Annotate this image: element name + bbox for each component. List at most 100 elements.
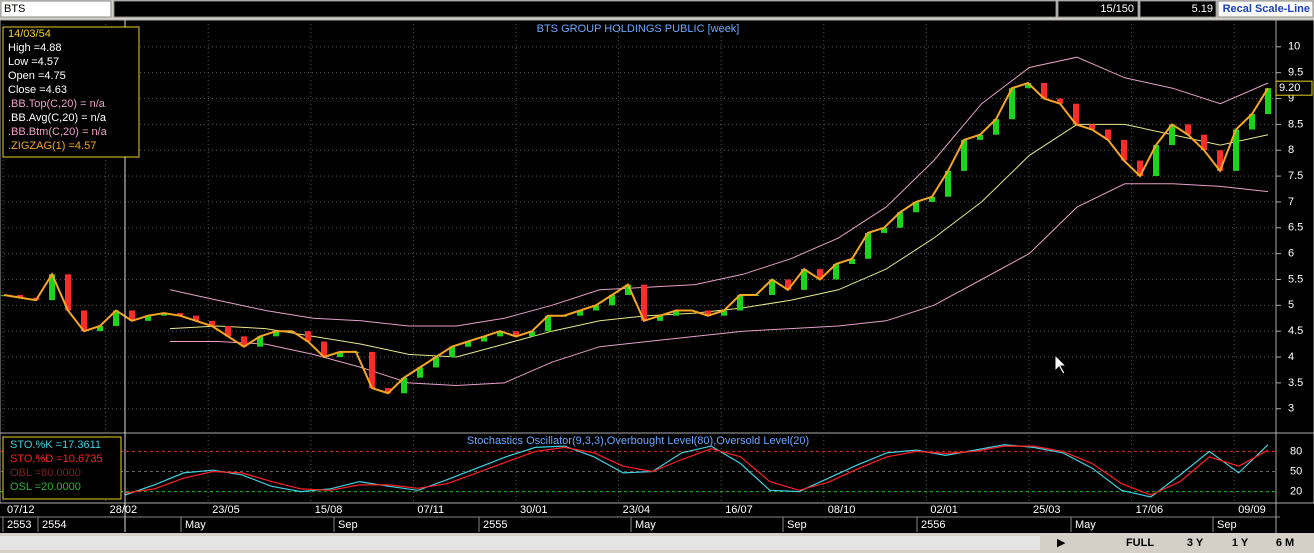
candle	[1009, 88, 1015, 120]
candle	[833, 263, 839, 280]
x-tick-label: 08/10	[828, 504, 856, 516]
candle	[497, 331, 503, 337]
stoch-info-line: STO.%K =17.3611	[10, 439, 101, 451]
y-tick-label: 8	[1288, 144, 1294, 156]
candle	[81, 310, 87, 332]
candle	[817, 269, 823, 280]
x-tick-label-2: May	[635, 519, 656, 531]
info-line: .BB.Btm(C,20) = n/a	[8, 126, 108, 138]
candle	[897, 212, 903, 228]
candle	[849, 258, 855, 264]
candle	[113, 310, 119, 327]
candle	[241, 336, 247, 347]
candle	[1041, 83, 1047, 99]
candle	[209, 320, 215, 327]
candle	[1105, 129, 1111, 140]
recal-label: Recal Scale-Line	[1223, 3, 1310, 15]
x-tick-label-2: Sep	[787, 519, 807, 531]
candle	[1233, 129, 1239, 171]
candle	[977, 134, 983, 140]
stoch-frame	[0, 432, 1314, 504]
count: 15/150	[1100, 3, 1134, 15]
candle	[257, 336, 263, 347]
zigzag-line	[3, 81, 1269, 395]
candle	[129, 310, 135, 321]
bollinger-line	[169, 56, 1269, 327]
y-tick-label: 6	[1288, 248, 1294, 260]
info-line: Close =4.63	[8, 84, 67, 96]
chart-title: BTS GROUP HOLDINGS PUBLIC [week]	[537, 23, 740, 35]
candle	[865, 232, 871, 259]
scroll-arrow[interactable]: ▶	[1057, 537, 1066, 549]
candle	[929, 196, 935, 202]
candle	[913, 201, 919, 213]
symbol: BTS	[4, 3, 25, 15]
y-tick-label: 20	[1290, 486, 1302, 498]
price-box	[1139, 0, 1217, 18]
candle	[593, 305, 599, 311]
candle	[17, 294, 23, 298]
candle	[385, 388, 391, 394]
last-price-tag	[1275, 80, 1313, 96]
candle	[417, 367, 423, 378]
candle	[1201, 134, 1207, 151]
range-button[interactable]: 6 M	[1276, 537, 1294, 549]
x-tick-label-2: Sep	[338, 519, 358, 531]
candle	[945, 170, 951, 197]
x-tick-label-2: 2556	[921, 519, 945, 531]
info-line: .ZIGZAG(1) =4.57	[8, 140, 96, 152]
candle	[465, 341, 471, 347]
candle	[1249, 114, 1255, 130]
y-tick-label: 6.5	[1288, 222, 1303, 234]
y-tick-label: 10	[1288, 41, 1300, 53]
x-tick-label-2: 2553	[7, 519, 31, 531]
range-button[interactable]: FULL	[1126, 537, 1154, 549]
candle	[577, 310, 583, 316]
y-tick-label: 9.5	[1288, 67, 1303, 79]
x-tick-label: 15/08	[315, 504, 343, 516]
range-button[interactable]: 3 Y	[1187, 537, 1204, 549]
x-tick-label: 09/09	[1238, 504, 1266, 516]
y-tick-label: 3	[1288, 403, 1294, 415]
candle	[481, 336, 487, 342]
candle	[657, 315, 663, 321]
candle	[1153, 145, 1159, 177]
candle	[273, 331, 279, 337]
candle	[769, 279, 775, 295]
candle	[369, 351, 375, 389]
candle	[1169, 124, 1175, 146]
info-line: .BB.Avg(C,20) = n/a	[8, 112, 107, 124]
candle	[737, 294, 743, 311]
stoch-line	[124, 445, 1269, 496]
x-tick-label: 23/05	[212, 504, 240, 516]
y-tick-label: 4	[1288, 351, 1294, 363]
candle	[193, 315, 199, 321]
candle	[705, 310, 711, 316]
cursor	[1054, 353, 1068, 375]
x-tick-label: 23/04	[623, 504, 651, 516]
stoch-info-line: STO.%D =10.6735	[10, 453, 102, 465]
x-tick-label-2: Sep	[1217, 519, 1237, 531]
y-tick-label: 7	[1288, 196, 1294, 208]
candle	[993, 119, 999, 135]
symbol-box[interactable]	[0, 0, 112, 18]
candle	[881, 227, 887, 233]
range-button[interactable]: 1 Y	[1232, 537, 1249, 549]
candle	[321, 341, 327, 358]
candle	[1265, 88, 1271, 115]
y-tick-label: 9	[1288, 92, 1294, 104]
x-tick-label: 16/07	[725, 504, 753, 516]
y-tick-label: 5.5	[1288, 273, 1303, 285]
candle	[1217, 150, 1223, 171]
price: 5.19	[1192, 3, 1213, 15]
scrollbar[interactable]	[0, 536, 1040, 550]
recal-button[interactable]	[1217, 0, 1314, 18]
candle	[961, 139, 967, 171]
candle	[449, 346, 455, 358]
info-box	[2, 26, 140, 158]
candle	[161, 313, 167, 316]
stoch-info-line: OSL =20.0000	[10, 481, 81, 493]
